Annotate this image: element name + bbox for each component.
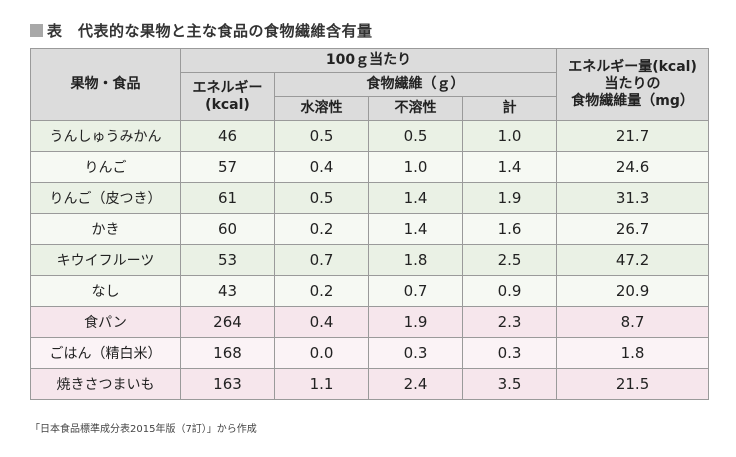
- row-soluble: 0.2: [274, 213, 369, 245]
- table-row: キウイフルーツ 53 0.7 1.8 2.5 47.2: [30, 244, 710, 276]
- table-row: かき 60 0.2 1.4 1.6 26.7: [30, 213, 710, 245]
- row-insoluble: 0.3: [368, 337, 463, 369]
- table-row: 食パン 264 0.4 1.9 2.3 8.7: [30, 306, 710, 338]
- table-title-text: 表 代表的な果物と主な食品の食物繊維含有量: [47, 21, 373, 40]
- header-per-energy-line1: エネルギー量(kcal): [568, 59, 697, 75]
- header-soluble: 水溶性: [274, 96, 369, 121]
- row-energy: 43: [180, 275, 275, 307]
- row-energy: 264: [180, 306, 275, 338]
- table-row: りんご（皮つき） 61 0.5 1.4 1.9 31.3: [30, 182, 710, 214]
- row-per-energy: 26.7: [556, 213, 710, 245]
- table-row: りんご 57 0.4 1.0 1.4 24.6: [30, 151, 710, 183]
- row-insoluble: 1.0: [368, 151, 463, 183]
- row-soluble: 0.7: [274, 244, 369, 276]
- row-insoluble: 0.5: [368, 120, 463, 152]
- row-energy: 168: [180, 337, 275, 369]
- header-per-100g: 100ｇ当たり: [179, 48, 558, 73]
- header-per-energy-line2: 当たりの: [604, 76, 661, 92]
- header-per-energy-line3: 食物繊維量（mg）: [571, 93, 694, 109]
- row-insoluble: 1.9: [368, 306, 463, 338]
- row-energy: 53: [180, 244, 275, 276]
- row-total: 3.5: [461, 368, 558, 400]
- row-per-energy: 8.7: [556, 306, 710, 338]
- fiber-content-table: 果物・食品 100ｇ当たり エネルギー量(kcal) 当たりの 食物繊維量（mg…: [30, 48, 710, 400]
- table-title: 表 代表的な果物と主な食品の食物繊維含有量: [30, 18, 373, 42]
- row-total: 1.9: [461, 182, 558, 214]
- row-soluble: 0.0: [274, 337, 369, 369]
- source-note: 「日本食品標準成分表2015年版（7訂）」から作成: [30, 424, 257, 435]
- table-row: うんしゅうみかん 46 0.5 0.5 1.0 21.7: [30, 120, 710, 152]
- row-per-energy: 21.5: [556, 368, 710, 400]
- row-soluble: 0.4: [274, 306, 369, 338]
- row-name: 焼きさつまいも: [30, 368, 181, 400]
- header-energy-line2: (kcal): [205, 96, 250, 113]
- row-name: うんしゅうみかん: [30, 120, 181, 152]
- row-soluble: 0.2: [274, 275, 369, 307]
- row-energy: 163: [180, 368, 275, 400]
- row-energy: 46: [180, 120, 275, 152]
- row-total: 1.4: [461, 151, 558, 183]
- header-energy: エネルギー (kcal): [180, 72, 275, 121]
- header-insoluble: 不溶性: [368, 96, 463, 121]
- row-soluble: 0.5: [274, 182, 369, 214]
- row-name: なし: [30, 275, 181, 307]
- row-per-energy: 24.6: [556, 151, 710, 183]
- header-total: 計: [461, 96, 558, 121]
- row-name: りんご（皮つき）: [30, 182, 181, 214]
- table-row: 焼きさつまいも 163 1.1 2.4 3.5 21.5: [30, 368, 710, 400]
- row-energy: 60: [180, 213, 275, 245]
- row-total: 0.3: [461, 337, 558, 369]
- row-energy: 61: [180, 182, 275, 214]
- row-per-energy: 47.2: [556, 244, 710, 276]
- row-soluble: 1.1: [274, 368, 369, 400]
- row-name: かき: [30, 213, 181, 245]
- row-per-energy: 1.8: [556, 337, 710, 369]
- row-per-energy: 21.7: [556, 120, 710, 152]
- header-energy-line1: エネルギー: [192, 79, 263, 96]
- row-per-energy: 31.3: [556, 182, 710, 214]
- row-name: キウイフルーツ: [30, 244, 181, 276]
- table-row: ごはん（精白米） 168 0.0 0.3 0.3 1.8: [30, 337, 710, 369]
- row-insoluble: 1.4: [368, 213, 463, 245]
- row-insoluble: 1.4: [368, 182, 463, 214]
- header-per-energy: エネルギー量(kcal) 当たりの 食物繊維量（mg）: [556, 48, 710, 121]
- row-insoluble: 0.7: [368, 275, 463, 307]
- row-total: 0.9: [461, 275, 558, 307]
- row-per-energy: 20.9: [556, 275, 710, 307]
- row-total: 2.3: [461, 306, 558, 338]
- row-insoluble: 2.4: [368, 368, 463, 400]
- row-soluble: 0.4: [274, 151, 369, 183]
- square-bullet-icon: [30, 23, 43, 37]
- row-name: 食パン: [30, 306, 181, 338]
- row-total: 1.6: [461, 213, 558, 245]
- table-row: なし 43 0.2 0.7 0.9 20.9: [30, 275, 710, 307]
- row-total: 1.0: [461, 120, 558, 152]
- row-insoluble: 1.8: [368, 244, 463, 276]
- row-name: ごはん（精白米）: [30, 337, 181, 369]
- row-total: 2.5: [461, 244, 558, 276]
- row-soluble: 0.5: [274, 120, 369, 152]
- row-energy: 57: [180, 151, 275, 183]
- header-fiber-group: 食物繊維（ｇ）: [273, 72, 558, 97]
- header-item: 果物・食品: [30, 48, 181, 121]
- row-name: りんご: [30, 151, 181, 183]
